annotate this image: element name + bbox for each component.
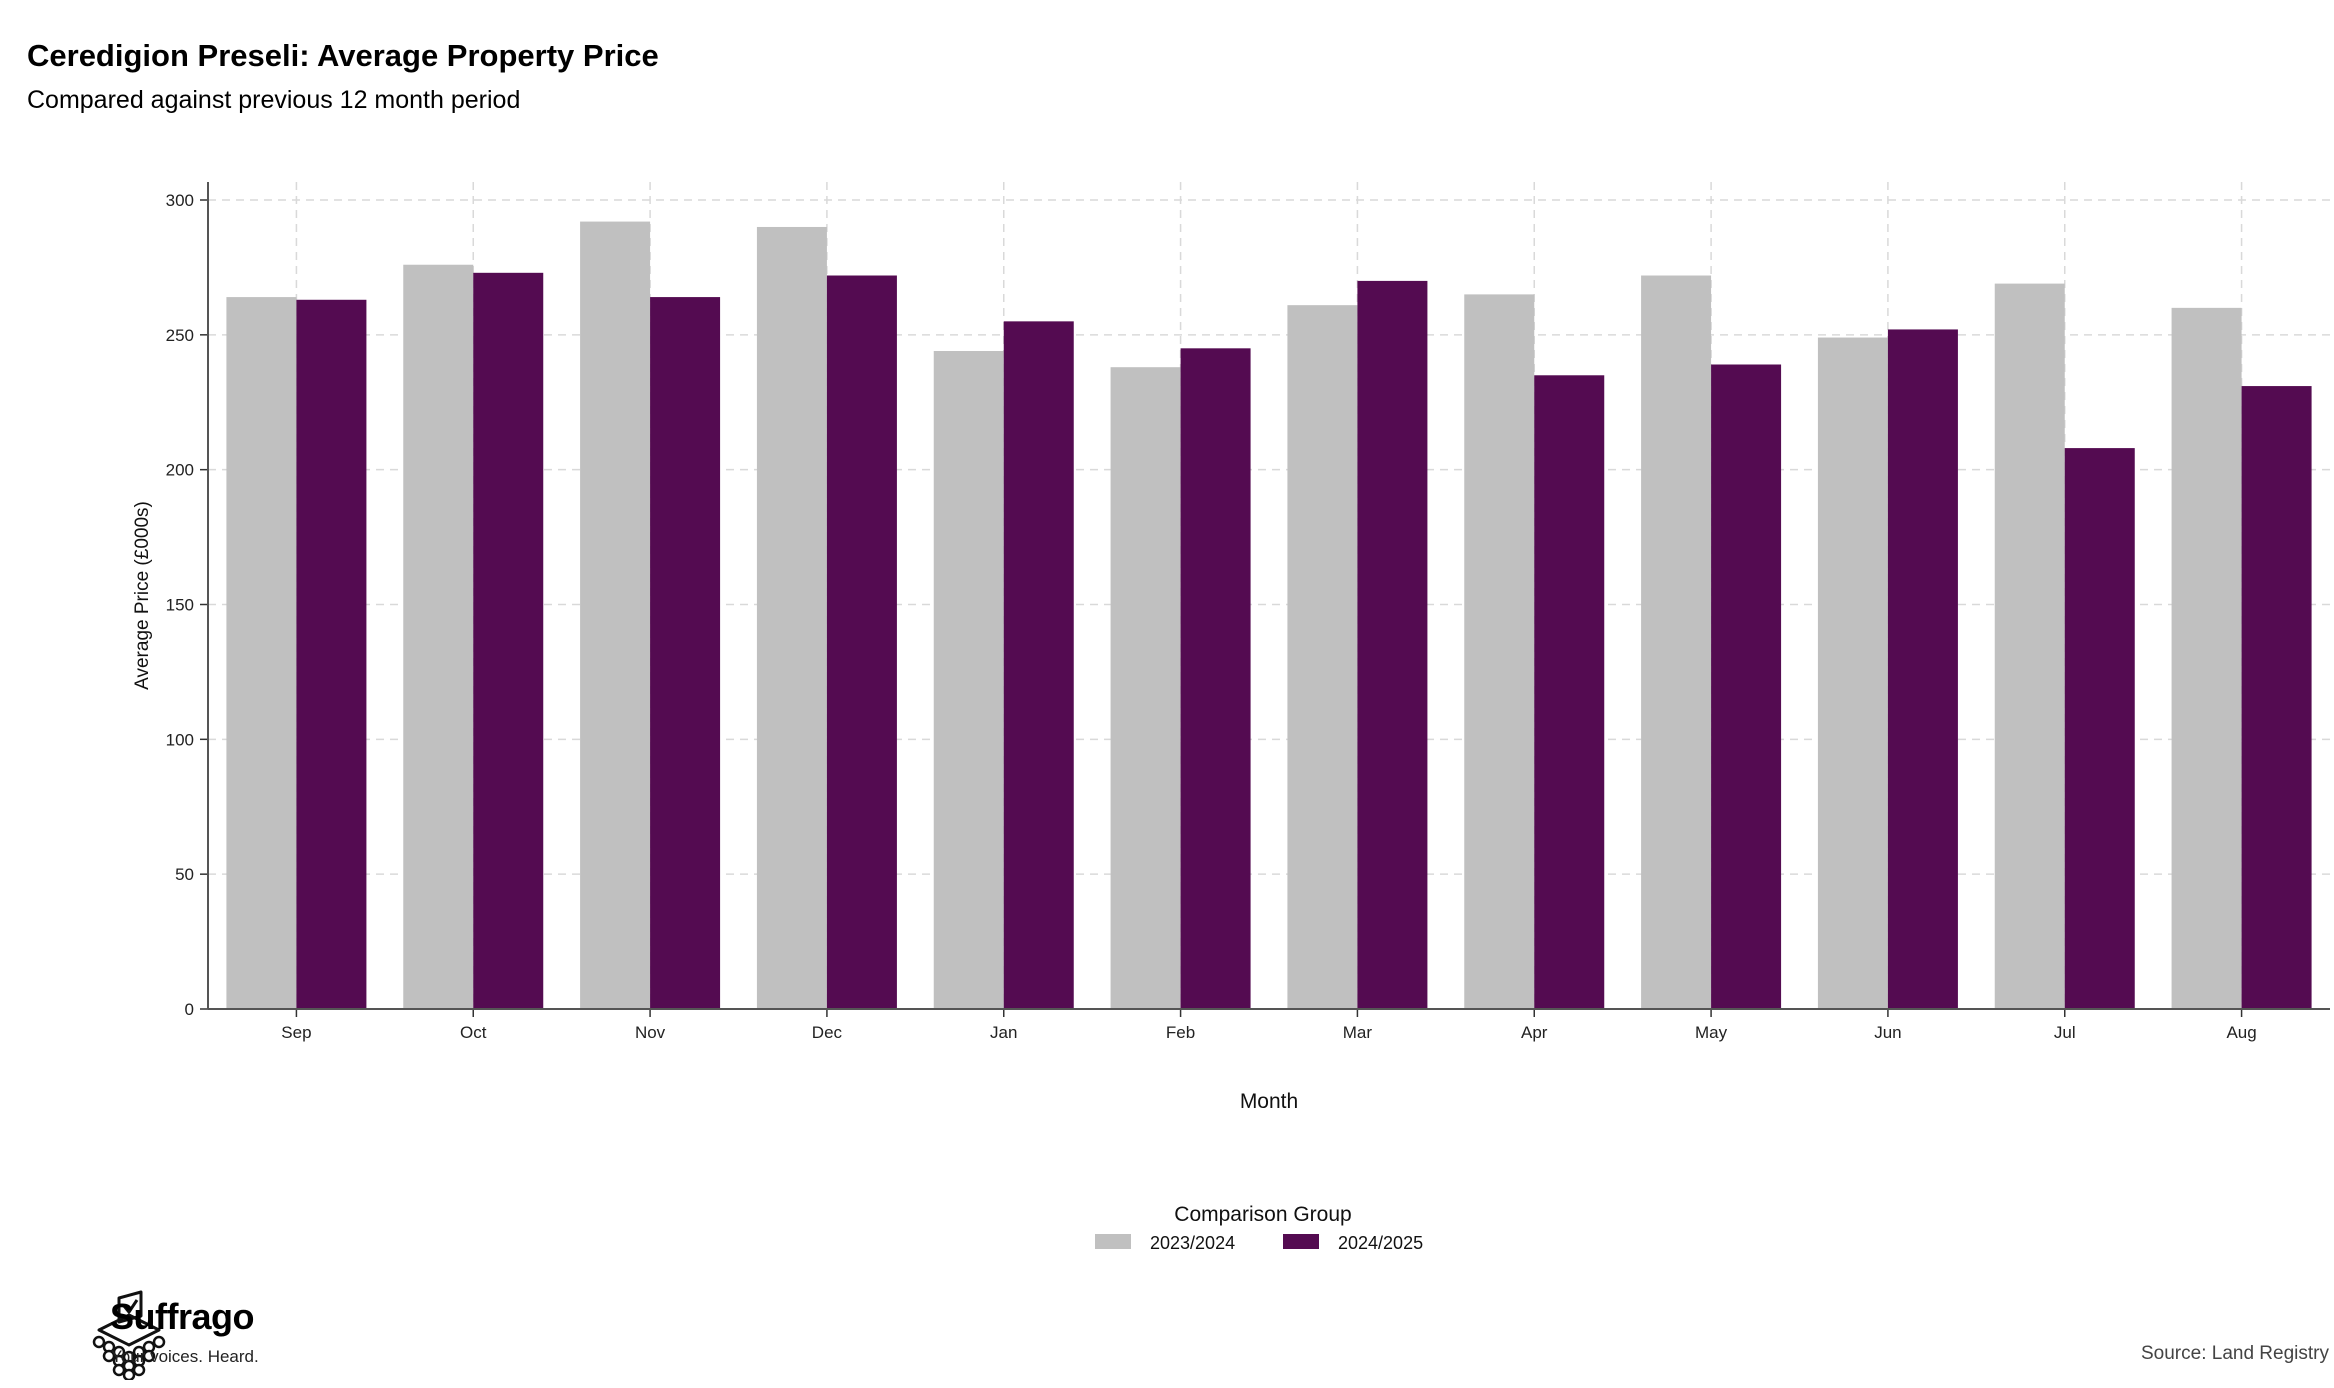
bar-2024-2025-apr: [1534, 375, 1605, 1009]
bar-2023-2024-sep: [226, 297, 297, 1010]
bar-2024-2025-jun: [1887, 329, 1958, 1009]
bar-2023-2024-apr: [1464, 294, 1535, 1010]
x-tick-label: Nov: [635, 1023, 666, 1042]
ballot-box-logo-icon: [92, 1290, 166, 1380]
bar-2024-2025-jul: [2064, 448, 2135, 1009]
bar-2024-2025-feb: [1180, 348, 1251, 1010]
source-note: Source: Land Registry: [2141, 1343, 2329, 1364]
bar-2023-2024-dec: [756, 226, 827, 1009]
y-tick-label: 50: [175, 865, 194, 884]
brand-name: Suffrago: [110, 1296, 255, 1337]
x-tick-label: Jul: [2054, 1023, 2076, 1042]
x-tick-label: Apr: [1521, 1023, 1548, 1042]
x-tick-label: May: [1695, 1023, 1728, 1042]
legend-swatch-2024-2025: [1283, 1234, 1319, 1249]
bar-2024-2025-nov: [650, 297, 721, 1010]
bar-chart: 0 50 100 150 200 250 300 Sep Oct Nov Dec Jan Feb Mar A…: [132, 182, 2330, 1253]
x-tick-label: Oct: [460, 1023, 487, 1042]
chart-subtitle: Compared against previous 12 month perio…: [27, 86, 521, 114]
x-tick-label: Aug: [2226, 1023, 2256, 1042]
bar-2024-2025-aug: [2241, 386, 2312, 1009]
bar-2023-2024-aug: [2171, 307, 2242, 1009]
y-tick-label: 150: [166, 596, 194, 615]
bar-2024-2025-mar: [1357, 280, 1428, 1009]
bar-2024-2025-sep: [296, 299, 367, 1009]
bar-2023-2024-oct: [403, 264, 474, 1010]
bar-2024-2025-oct: [473, 272, 544, 1009]
bar-2024-2025-may: [1711, 364, 1782, 1009]
legend-label-2024-2025: 2024/2025: [1338, 1233, 1423, 1253]
y-tick-label: 200: [166, 461, 194, 480]
bar-2023-2024-nov: [580, 221, 651, 1009]
y-tick-label: 300: [166, 191, 194, 210]
y-tick-label: 100: [166, 730, 194, 749]
legend-label-2023-2024: 2023/2024: [1150, 1233, 1235, 1253]
chart-title: Ceredigion Preseli: Average Property Pri…: [27, 38, 659, 73]
x-tick-label: Dec: [812, 1023, 843, 1042]
bar-2023-2024-may: [1641, 275, 1712, 1009]
x-axis-title: Month: [1240, 1090, 1298, 1113]
bar-2023-2024-feb: [1110, 367, 1181, 1009]
x-tick-label: Jan: [990, 1023, 1017, 1042]
bar-2023-2024-jun: [1817, 337, 1888, 1009]
bar-2023-2024-mar: [1287, 305, 1358, 1009]
x-tick-label: Mar: [1343, 1023, 1373, 1042]
bar-2023-2024-jan: [933, 351, 1004, 1010]
legend-title: Comparison Group: [1174, 1203, 1351, 1226]
y-tick-label: 250: [166, 326, 194, 345]
bar-2024-2025-jan: [1003, 321, 1074, 1010]
bar-2024-2025-dec: [826, 275, 897, 1009]
x-tick-label: Sep: [281, 1023, 311, 1042]
x-tick-label: Feb: [1166, 1023, 1195, 1042]
y-tick-label: 0: [185, 1000, 194, 1019]
bar-2023-2024-jul: [1994, 283, 2065, 1009]
legend-swatch-2023-2024: [1095, 1234, 1131, 1249]
y-axis-title: Average Price (£000s): [132, 501, 153, 690]
x-tick-label: Jun: [1874, 1023, 1901, 1042]
brand-tagline: Your voices. Heard.: [111, 1347, 259, 1366]
